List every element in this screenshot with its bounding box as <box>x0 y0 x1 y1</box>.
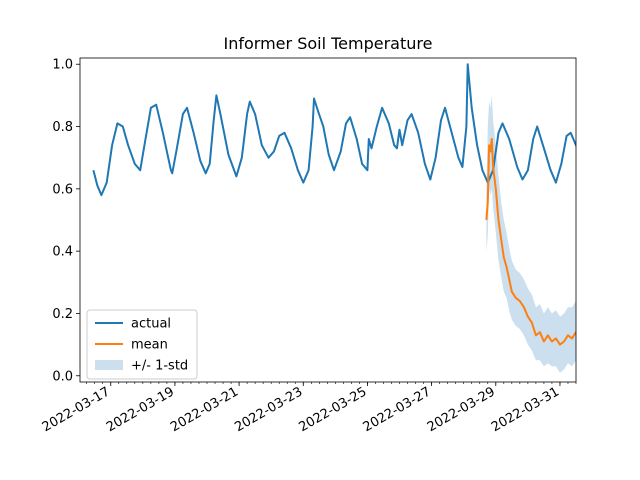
chart-title: Informer Soil Temperature <box>224 34 433 53</box>
legend-entry-label: +/- 1-std <box>131 359 188 374</box>
plot-area <box>92 63 576 373</box>
std-band-area <box>486 95 576 373</box>
y-tick-label: 1.0 <box>52 58 73 73</box>
y-tick-label: 0.2 <box>52 307 73 322</box>
plot-frame <box>79 57 577 383</box>
legend-band-swatch <box>95 360 123 370</box>
legend: actual mean +/- 1-std <box>86 309 198 380</box>
y-tick-label: 0.8 <box>52 120 73 135</box>
actual-series-line <box>92 63 576 197</box>
y-tick-label: 0.0 <box>52 369 73 384</box>
legend-entry-label: mean <box>131 338 168 353</box>
mean-series-line <box>485 138 576 346</box>
y-tick-label: 0.4 <box>52 245 73 260</box>
legend-entry-label: actual <box>131 317 171 332</box>
y-tick-label: 0.6 <box>52 182 73 197</box>
